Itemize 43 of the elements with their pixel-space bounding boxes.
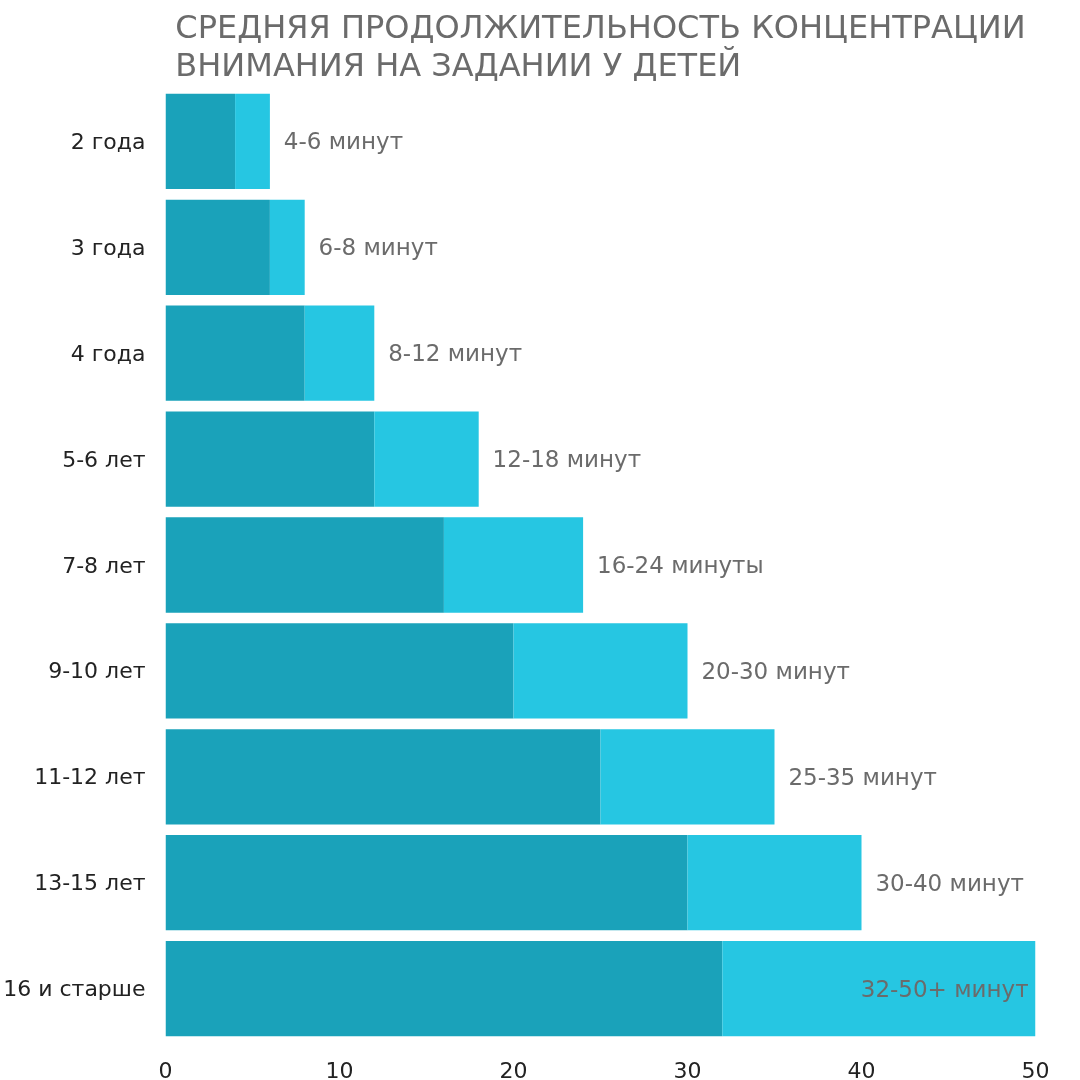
bar <box>165 940 723 1037</box>
bar <box>165 835 688 931</box>
bar <box>165 305 305 401</box>
data-label: 8-12 минут <box>388 340 523 367</box>
bar <box>722 940 1036 1037</box>
data-label: 4-6 минут <box>283 128 404 155</box>
bar <box>165 93 236 190</box>
bar <box>165 517 444 613</box>
bar <box>165 729 601 825</box>
data-label: 6-8 минут <box>318 234 438 261</box>
y-tick-label: 3 года <box>70 234 146 260</box>
data-label: 32-50+ минут <box>860 975 1029 1002</box>
bar <box>165 623 514 719</box>
data-label: 25-35 минут <box>788 763 937 790</box>
y-tick-label: 9-10 лет <box>48 658 146 684</box>
y-tick-label: 4 года <box>70 340 146 366</box>
chart-title: СРЕДНЯЯ ПРОДОЛЖИТЕЛЬНОСТЬ КОНЦЕНТРАЦИИ ВНИМАНИЯ НА ЗАДАНИИ У ДЕТЕЙ <box>175 7 1026 84</box>
bar <box>165 199 270 295</box>
data-label: 16-24 минуты <box>597 552 764 578</box>
x-tick-label: 50 <box>1021 1057 1050 1080</box>
bar <box>165 411 375 507</box>
x-tick-label: 30 <box>673 1057 702 1080</box>
data-label: 12-18 минут <box>492 446 642 473</box>
bar <box>374 411 479 507</box>
data-label: 30-40 минут <box>875 869 1024 896</box>
y-tick-label: 7-8 лет <box>62 552 146 578</box>
y-tick-label: 5-6 лет <box>62 446 146 472</box>
x-tick-label: 40 <box>847 1057 876 1080</box>
x-tick-label: 10 <box>325 1057 354 1080</box>
y-tick-label: 16 и старше <box>3 976 146 1002</box>
bar <box>443 517 584 613</box>
x-tick-label: 0 <box>158 1057 173 1080</box>
bar <box>513 623 688 719</box>
y-tick-label: 11-12 лет <box>34 764 146 790</box>
data-label: 20-30 минут <box>701 657 850 684</box>
y-tick-label: 13-15 лет <box>34 870 146 896</box>
bar <box>687 835 862 931</box>
x-tick-label: 20 <box>499 1057 528 1080</box>
bar <box>269 199 305 295</box>
bar <box>304 305 375 401</box>
bar <box>600 729 775 825</box>
bar <box>235 93 270 190</box>
y-tick-label: 2 года <box>70 128 146 154</box>
